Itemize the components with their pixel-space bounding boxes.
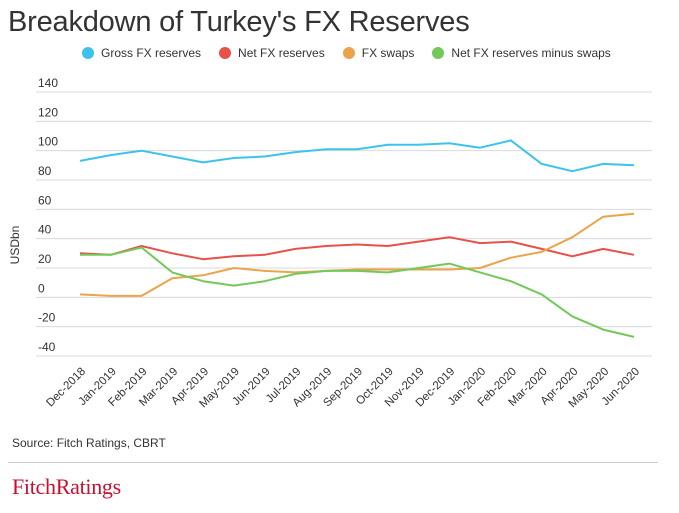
x-tick-labels: Dec-2018Jan-2019Feb-2019Mar-2019Apr-2019… xyxy=(44,366,642,411)
gridlines xyxy=(36,91,652,357)
y-tick-label: 100 xyxy=(38,135,58,149)
y-tick-label: 20 xyxy=(38,252,52,266)
legend-marker xyxy=(82,47,94,59)
series-line-net-fx-reserves-minus-swaps xyxy=(80,246,635,338)
y-tick-label: 60 xyxy=(38,193,52,207)
legend-label: Net FX reserves xyxy=(238,46,325,60)
y-tick-label: 40 xyxy=(38,223,52,237)
y-tick-label: -20 xyxy=(38,311,56,325)
chart-title: Breakdown of Turkey's FX Reserves xyxy=(8,6,470,38)
legend-marker xyxy=(342,47,355,59)
fitch-ratings-logo: FitchRatings xyxy=(12,474,121,499)
series-lines xyxy=(79,139,635,338)
y-tick-labels: 140 120 100 80 60 40 20 0 -20 -40 xyxy=(38,76,58,354)
y-tick-label: -40 xyxy=(38,340,56,354)
legend-label: Gross FX reserves xyxy=(101,46,202,60)
series-line-fx-swaps xyxy=(79,212,635,297)
y-tick-label: 140 xyxy=(38,76,58,90)
legend: Gross FX reserves Net FX reserves FX swaps… xyxy=(82,46,611,60)
legend-marker xyxy=(432,47,445,59)
legend-marker xyxy=(219,47,232,59)
y-tick-label: 120 xyxy=(38,105,58,119)
legend-item: FX swaps xyxy=(342,46,415,60)
series-line-net-fx-reserves xyxy=(79,236,635,261)
legend-item: Net FX reserves minus swaps xyxy=(432,46,611,60)
legend-label: FX swaps xyxy=(361,46,415,60)
y-tick-label: 80 xyxy=(38,164,52,178)
source-note: Source: Fitch Ratings, CBRT xyxy=(12,436,166,450)
y-tick-label: 0 xyxy=(38,281,45,295)
legend-label: Net FX reserves minus swaps xyxy=(451,46,611,60)
legend-item: Gross FX reserves xyxy=(82,46,201,60)
line-chart: 140 120 100 80 60 40 20 0 -20 -40 Dec-2018Jan-201… xyxy=(8,76,652,411)
series-line-gross-fx-reserves xyxy=(79,139,635,173)
legend-item: Net FX reserves xyxy=(219,46,325,60)
divider xyxy=(8,462,658,463)
y-axis-label: USDbn xyxy=(8,226,22,265)
